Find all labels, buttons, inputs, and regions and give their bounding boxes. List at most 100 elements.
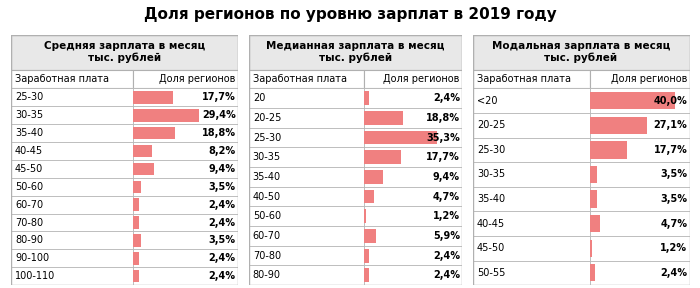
FancyBboxPatch shape (134, 214, 238, 232)
FancyBboxPatch shape (134, 267, 238, 285)
Text: 60-70: 60-70 (15, 200, 43, 210)
Text: Заработная плата: Заработная плата (477, 74, 570, 84)
FancyBboxPatch shape (589, 162, 690, 187)
FancyBboxPatch shape (473, 236, 589, 261)
Text: 40-45: 40-45 (15, 146, 43, 156)
FancyBboxPatch shape (589, 88, 690, 113)
Text: 2,4%: 2,4% (433, 270, 460, 280)
FancyBboxPatch shape (364, 147, 462, 167)
FancyBboxPatch shape (248, 206, 364, 226)
FancyBboxPatch shape (364, 209, 366, 223)
FancyBboxPatch shape (473, 211, 589, 236)
FancyBboxPatch shape (589, 264, 595, 281)
FancyBboxPatch shape (364, 167, 462, 187)
FancyBboxPatch shape (134, 216, 139, 229)
Text: 3,5%: 3,5% (660, 169, 687, 179)
FancyBboxPatch shape (364, 131, 438, 145)
FancyBboxPatch shape (248, 167, 364, 187)
Text: 25-30: 25-30 (477, 145, 505, 155)
Text: 4,7%: 4,7% (660, 219, 687, 229)
Text: 17,7%: 17,7% (654, 145, 687, 155)
FancyBboxPatch shape (10, 249, 134, 267)
FancyBboxPatch shape (134, 145, 152, 157)
FancyBboxPatch shape (10, 124, 134, 142)
Text: 29,4%: 29,4% (202, 110, 236, 120)
Text: 80-90: 80-90 (15, 235, 43, 245)
Text: 2,4%: 2,4% (209, 271, 236, 281)
Text: 2,4%: 2,4% (209, 200, 236, 210)
Text: Медианная зарплата в месяц
тыс. рублей: Медианная зарплата в месяц тыс. рублей (266, 41, 444, 63)
FancyBboxPatch shape (10, 142, 134, 160)
FancyBboxPatch shape (589, 117, 648, 134)
FancyBboxPatch shape (364, 190, 374, 204)
Text: 2,4%: 2,4% (433, 93, 460, 103)
Text: 35-40: 35-40 (253, 172, 281, 182)
Text: 45-50: 45-50 (15, 164, 43, 174)
FancyBboxPatch shape (589, 70, 690, 88)
FancyBboxPatch shape (473, 187, 589, 211)
FancyBboxPatch shape (364, 91, 369, 105)
Text: 1,2%: 1,2% (660, 243, 687, 253)
Text: 1,2%: 1,2% (433, 211, 460, 221)
Text: 60-70: 60-70 (253, 231, 281, 241)
Text: 9,4%: 9,4% (433, 172, 460, 182)
FancyBboxPatch shape (589, 166, 597, 183)
FancyBboxPatch shape (589, 215, 600, 232)
Text: 20: 20 (253, 93, 265, 103)
Text: 80-90: 80-90 (253, 270, 281, 280)
FancyBboxPatch shape (364, 249, 369, 262)
FancyBboxPatch shape (473, 261, 589, 285)
Text: Доля регионов: Доля регионов (384, 74, 460, 84)
FancyBboxPatch shape (248, 246, 364, 266)
Text: Заработная плата: Заработная плата (15, 74, 109, 84)
Text: 30-35: 30-35 (253, 152, 281, 162)
FancyBboxPatch shape (10, 196, 134, 214)
Text: Модальная зарплата в месяц
тыс. рублей: Модальная зарплата в месяц тыс. рублей (492, 41, 670, 63)
FancyBboxPatch shape (248, 266, 364, 285)
FancyBboxPatch shape (134, 198, 139, 211)
Text: 18,8%: 18,8% (202, 128, 236, 138)
Text: Заработная плата: Заработная плата (253, 74, 346, 84)
FancyBboxPatch shape (248, 187, 364, 206)
FancyBboxPatch shape (134, 181, 141, 193)
Text: 30-35: 30-35 (15, 110, 43, 120)
Text: 2,4%: 2,4% (209, 253, 236, 263)
Text: Доля регионов: Доля регионов (611, 74, 687, 84)
FancyBboxPatch shape (364, 206, 462, 226)
Text: 5,9%: 5,9% (433, 231, 460, 241)
Text: 2,4%: 2,4% (660, 268, 687, 278)
FancyBboxPatch shape (10, 88, 134, 106)
Text: <20: <20 (477, 96, 497, 106)
FancyBboxPatch shape (10, 35, 238, 70)
FancyBboxPatch shape (134, 234, 141, 247)
FancyBboxPatch shape (589, 236, 690, 261)
Text: 8,2%: 8,2% (209, 146, 236, 156)
FancyBboxPatch shape (364, 229, 376, 243)
FancyBboxPatch shape (134, 196, 238, 214)
FancyBboxPatch shape (589, 240, 592, 257)
FancyBboxPatch shape (364, 150, 400, 164)
FancyBboxPatch shape (134, 124, 238, 142)
FancyBboxPatch shape (473, 35, 690, 70)
FancyBboxPatch shape (364, 111, 403, 125)
Text: 90-100: 90-100 (15, 253, 49, 263)
FancyBboxPatch shape (589, 261, 690, 285)
Text: 50-55: 50-55 (477, 268, 505, 278)
Text: 20-25: 20-25 (253, 113, 281, 123)
FancyBboxPatch shape (10, 267, 134, 285)
FancyBboxPatch shape (364, 266, 462, 285)
Text: Средняя зарплата в месяц
тыс. рублей: Средняя зарплата в месяц тыс. рублей (43, 41, 205, 63)
FancyBboxPatch shape (364, 108, 462, 128)
Text: 20-25: 20-25 (477, 120, 505, 130)
Text: 9,4%: 9,4% (209, 164, 236, 174)
Text: 40-50: 40-50 (253, 192, 281, 202)
Text: 45-50: 45-50 (477, 243, 505, 253)
FancyBboxPatch shape (134, 249, 238, 267)
FancyBboxPatch shape (364, 268, 369, 282)
FancyBboxPatch shape (134, 88, 238, 106)
Text: 2,4%: 2,4% (433, 251, 460, 261)
Text: 2,4%: 2,4% (209, 217, 236, 228)
FancyBboxPatch shape (10, 232, 134, 249)
Text: 25-30: 25-30 (253, 132, 281, 143)
FancyBboxPatch shape (364, 88, 462, 108)
